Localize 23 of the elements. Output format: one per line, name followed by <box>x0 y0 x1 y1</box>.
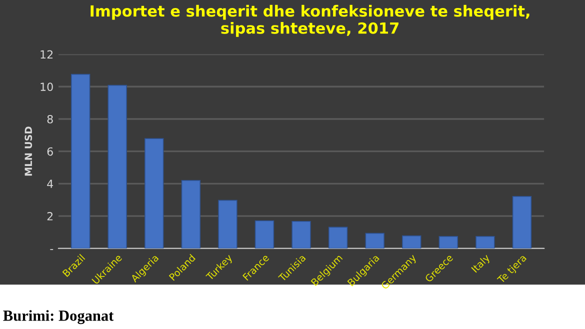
bar <box>254 220 274 248</box>
y-tick-label: 4 <box>47 180 54 188</box>
bar <box>181 180 201 248</box>
bar <box>438 236 458 248</box>
chart-title: Importet e sheqerit dhe konfeksioneve te sheqerit, sipas shteteve, 2017 <box>90 4 530 37</box>
bar <box>218 200 238 248</box>
y-tick-label: 12 <box>40 50 53 59</box>
bar <box>108 84 127 248</box>
text: Burimi: Doganat <box>3 310 114 324</box>
bar <box>402 235 422 248</box>
bar <box>70 74 90 248</box>
y-tick-label: 6 <box>47 147 53 156</box>
bar <box>476 236 495 248</box>
bar <box>292 220 311 248</box>
y-tick-label: - <box>50 249 54 250</box>
y-tick-label: 10 <box>40 82 53 92</box>
bar <box>365 232 384 248</box>
y-tick-label: 2 <box>47 212 53 220</box>
bar <box>144 138 164 248</box>
y-axis-title: MLN USD <box>24 126 32 176</box>
y-tick-label: 8 <box>47 114 53 124</box>
bar <box>512 196 532 248</box>
bar <box>328 226 348 248</box>
